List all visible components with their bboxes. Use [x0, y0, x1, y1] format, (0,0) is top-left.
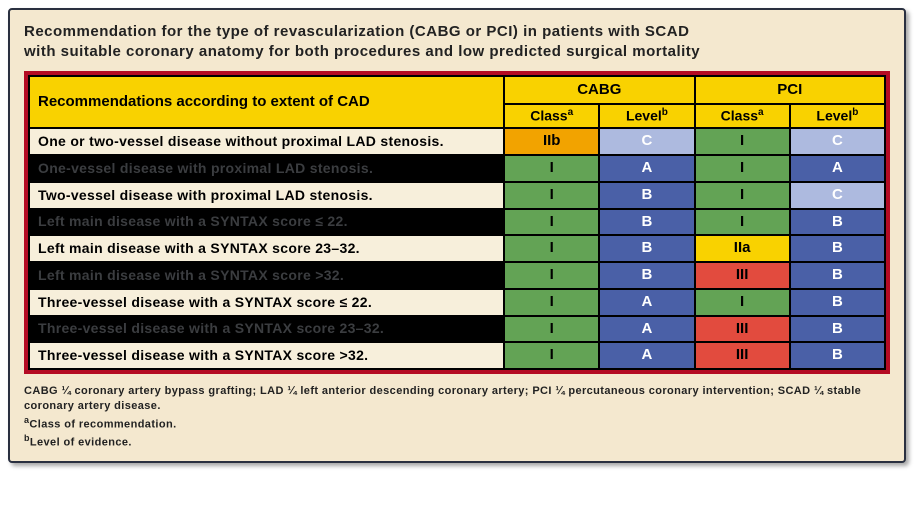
cabg-level-cell: A	[599, 316, 694, 343]
cabg-level-cell: A	[599, 289, 694, 316]
table-row: One or two-vessel disease without proxim…	[29, 128, 885, 155]
pci-level-cell: B	[790, 342, 885, 369]
table-row: Three-vessel disease with a SYNTAX score…	[29, 316, 885, 343]
row-label: Three-vessel disease with a SYNTAX score…	[29, 289, 504, 316]
header-cabg-class: Classa	[504, 104, 599, 128]
cabg-class-cell: I	[504, 316, 599, 343]
cabg-class-cell: I	[504, 235, 599, 262]
pci-class-cell: I	[695, 209, 790, 236]
panel-title: Recommendation for the type of revascula…	[24, 22, 890, 63]
cabg-level-cell: A	[599, 342, 694, 369]
row-label: Three-vessel disease with a SYNTAX score…	[29, 316, 504, 343]
header-pci-class: Classa	[695, 104, 790, 128]
pci-class-cell: III	[695, 262, 790, 289]
cabg-level-cell: C	[599, 128, 694, 155]
pci-level-cell: B	[790, 316, 885, 343]
cabg-level-cell: A	[599, 155, 694, 182]
pci-class-cell: I	[695, 128, 790, 155]
footnotes: CABG ¼ coronary artery bypass grafting; …	[24, 384, 890, 451]
row-label: Left main disease with a SYNTAX score >3…	[29, 262, 504, 289]
header-cabg: CABG	[504, 76, 694, 105]
header-pci-level: Levelb	[790, 104, 885, 128]
pci-level-cell: A	[790, 155, 885, 182]
table-row: One-vessel disease with proximal LAD ste…	[29, 155, 885, 182]
pci-level-cell: B	[790, 289, 885, 316]
pci-class-cell: I	[695, 155, 790, 182]
row-label: One or two-vessel disease without proxim…	[29, 128, 504, 155]
header-cabg-level: Levelb	[599, 104, 694, 128]
table-row: Left main disease with a SYNTAX score ≤ …	[29, 209, 885, 236]
cabg-class-cell: IIb	[504, 128, 599, 155]
footnote-b: bLevel of evidence.	[24, 432, 890, 451]
pci-level-cell: C	[790, 182, 885, 209]
pci-class-cell: I	[695, 289, 790, 316]
cabg-class-cell: I	[504, 342, 599, 369]
cabg-level-cell: B	[599, 235, 694, 262]
header-main: Recommendations according to extent of C…	[29, 76, 504, 129]
recommendation-table: Recommendations according to extent of C…	[28, 75, 886, 371]
table-row: Two-vessel disease with proximal LAD ste…	[29, 182, 885, 209]
cabg-level-cell: B	[599, 182, 694, 209]
row-label: One-vessel disease with proximal LAD ste…	[29, 155, 504, 182]
table-row: Three-vessel disease with a SYNTAX score…	[29, 289, 885, 316]
header-pci: PCI	[695, 76, 885, 105]
cabg-class-cell: I	[504, 209, 599, 236]
title-line-2: with suitable coronary anatomy for both …	[24, 43, 700, 60]
footnote-abbr: CABG ¼ coronary artery bypass grafting; …	[24, 384, 890, 414]
pci-class-cell: IIa	[695, 235, 790, 262]
cabg-class-cell: I	[504, 155, 599, 182]
title-line-1: Recommendation for the type of revascula…	[24, 23, 689, 40]
table-body: One or two-vessel disease without proxim…	[29, 128, 885, 369]
pci-class-cell: III	[695, 342, 790, 369]
cabg-level-cell: B	[599, 209, 694, 236]
cabg-level-cell: B	[599, 262, 694, 289]
pci-class-cell: III	[695, 316, 790, 343]
pci-level-cell: B	[790, 262, 885, 289]
row-label: Left main disease with a SYNTAX score ≤ …	[29, 209, 504, 236]
footnote-a: aClass of recommendation.	[24, 414, 890, 433]
row-label: Left main disease with a SYNTAX score 23…	[29, 235, 504, 262]
pci-level-cell: B	[790, 235, 885, 262]
cabg-class-cell: I	[504, 182, 599, 209]
pci-level-cell: C	[790, 128, 885, 155]
table-wrap: Recommendations according to extent of C…	[24, 71, 890, 375]
table-row: Left main disease with a SYNTAX score >3…	[29, 262, 885, 289]
row-label: Two-vessel disease with proximal LAD ste…	[29, 182, 504, 209]
pci-class-cell: I	[695, 182, 790, 209]
recommendation-panel: Recommendation for the type of revascula…	[8, 8, 906, 463]
row-label: Three-vessel disease with a SYNTAX score…	[29, 342, 504, 369]
pci-level-cell: B	[790, 209, 885, 236]
table-row: Left main disease with a SYNTAX score 23…	[29, 235, 885, 262]
cabg-class-cell: I	[504, 289, 599, 316]
cabg-class-cell: I	[504, 262, 599, 289]
table-row: Three-vessel disease with a SYNTAX score…	[29, 342, 885, 369]
